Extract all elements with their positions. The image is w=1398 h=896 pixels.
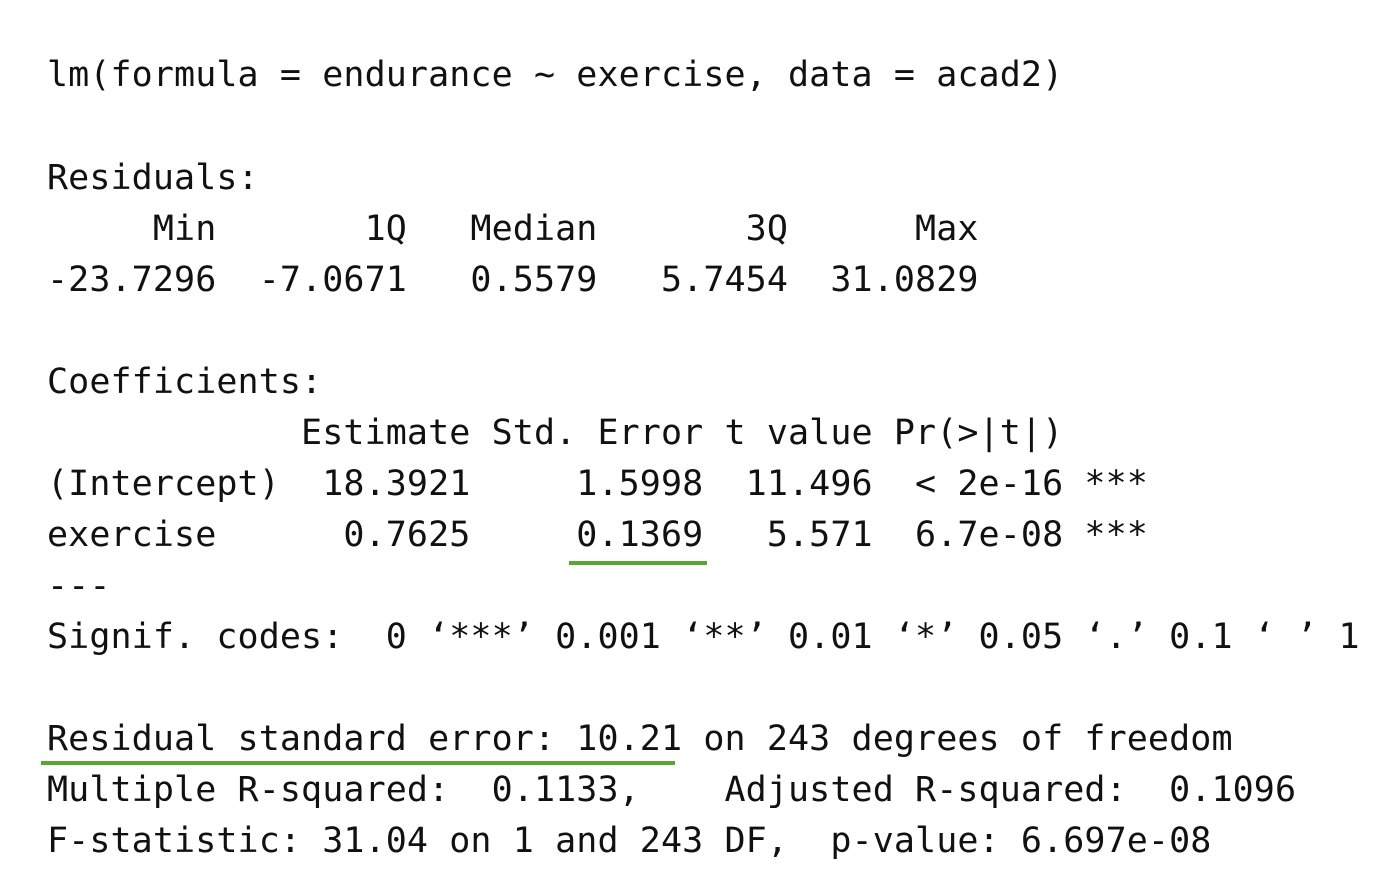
residuals-header: Min 1Q Median 3Q Max: [47, 209, 1000, 249]
residual-standard-error: Residual standard error: 10.21 on 243 de…: [47, 719, 1233, 759]
residuals-heading: Residuals:: [47, 158, 259, 198]
coefficient-row-intercept: (Intercept) 18.3921 1.5998 11.496 < 2e-1…: [47, 464, 1148, 504]
coefficients-header: Estimate Std. Error t value Pr(>|t|): [47, 413, 1148, 453]
separator: ---: [47, 566, 111, 606]
coefficients-heading: Coefficients:: [47, 362, 323, 402]
r-squared-line: Multiple R-squared: 0.1133, Adjusted R-s…: [47, 770, 1318, 810]
signif-codes: Signif. codes: 0 ‘***’ 0.001 ‘**’ 0.01 ‘…: [47, 617, 1360, 657]
model-call: lm(formula = endurance ~ exercise, data …: [47, 55, 1064, 95]
coefficient-row-exercise: exercise 0.7625 0.1369 5.571 6.7e-08 ***: [47, 515, 1148, 555]
rse-highlight-underline: [41, 761, 675, 765]
f-statistic-line: F-statistic: 31.04 on 1 and 243 DF, p-va…: [47, 821, 1212, 861]
std-error-highlight-underline: [569, 561, 707, 565]
residuals-values: -23.7296 -7.0671 0.5579 5.7454 31.0829: [47, 260, 1000, 300]
